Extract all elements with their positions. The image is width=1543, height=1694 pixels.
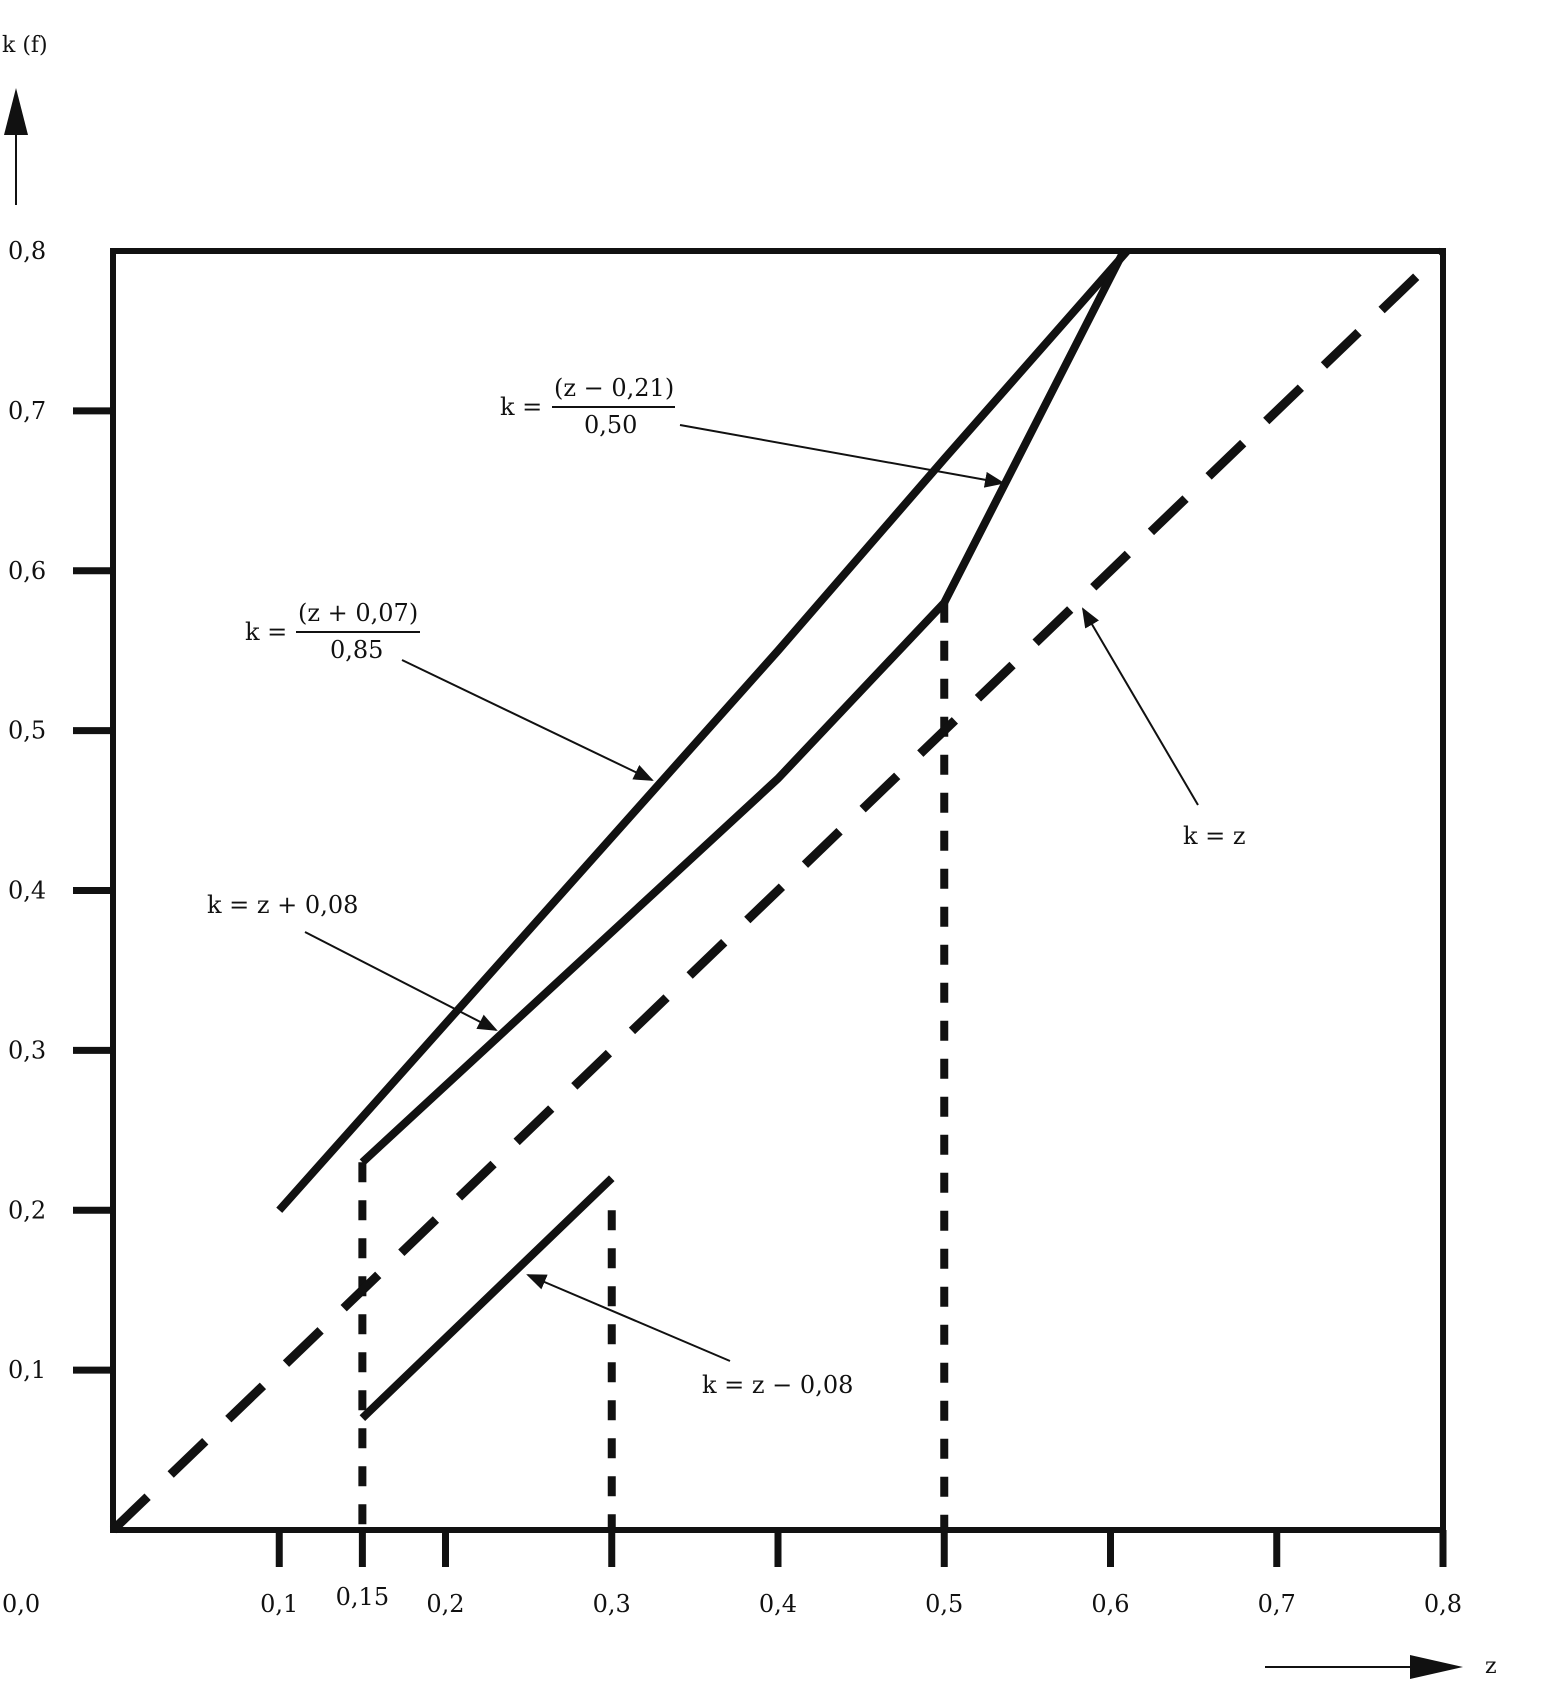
x-tick-label: 0,4 — [759, 1590, 797, 1618]
x-tick-label: 0,7 — [1258, 1590, 1296, 1618]
series-line-lower — [359, 1175, 615, 1421]
ann-k-z-plus-007-prefix: k = — [245, 618, 287, 646]
y-tick-label: 0,5 — [8, 717, 46, 745]
y-tick-label: 0,4 — [8, 877, 46, 905]
ann-k-z-minus-008-label: k = z − 0,08 — [702, 1371, 853, 1399]
y-tick-label: 0,8 — [8, 237, 46, 265]
ann-k-z-plus-007-denominator: 0,85 — [330, 636, 383, 664]
series-line-upper — [276, 248, 1131, 1213]
ann-k-z-arrow — [1081, 607, 1199, 806]
x-axis-title: z — [1485, 1654, 1497, 1679]
x-tick-label: 0,15 — [336, 1583, 389, 1611]
x-tick-label: 0,3 — [593, 1590, 631, 1618]
ann-k-z-minus-021-denominator: 0,50 — [584, 411, 637, 439]
ann-k-z-label: k = z — [1183, 822, 1246, 850]
x-tick-label: 0,5 — [925, 1590, 963, 1618]
x-tick-label: 0,2 — [426, 1590, 464, 1618]
y-axis-title: k (f) — [2, 33, 48, 58]
x-tick-label: 0,6 — [1091, 1590, 1129, 1618]
series-line-k-eq-z — [109, 247, 1447, 1534]
annotation-k-z-minus-021: k = (z − 0,21) 0,50 — [500, 374, 1005, 488]
y-tick-label: 0,2 — [8, 1196, 46, 1224]
ann-k-z-minus-021-numerator: (z − 0,21) — [554, 374, 674, 402]
y-tick-label: 0,3 — [8, 1036, 46, 1064]
x-tick-label: 0,1 — [260, 1590, 298, 1618]
y-tick-label: 0,6 — [8, 557, 46, 585]
x-axis-arrow-head — [1410, 1655, 1463, 1679]
origin-label: 0,0 — [2, 1590, 40, 1618]
y-axis-arrow-head — [4, 88, 28, 135]
annotation-k-z-minus-008: k = z − 0,08 — [526, 1274, 853, 1399]
ann-k-z-plus-008-label: k = z + 0,08 — [207, 891, 358, 919]
ann-k-z-plus-007-arrow — [401, 659, 654, 781]
ann-k-z-minus-008-arrow — [526, 1274, 731, 1362]
series-line-middle — [359, 249, 1128, 1166]
y-tick-label: 0,1 — [8, 1356, 46, 1384]
ann-k-z-plus-007-numerator: (z + 0,07) — [298, 599, 418, 627]
y-tick-label: 0,7 — [8, 397, 46, 425]
ann-k-z-minus-021-prefix: k = — [500, 393, 542, 421]
annotation-k-z-plus-007: k = (z + 0,07) 0,85 — [245, 599, 654, 781]
ann-k-z-plus-008-arrow — [304, 931, 498, 1031]
ann-k-z-minus-021-arrow — [679, 424, 1005, 488]
x-tick-label: 0,8 — [1424, 1590, 1462, 1618]
annotation-k-z: k = z — [1081, 607, 1246, 850]
annotation-k-z-plus-008: k = z + 0,08 — [207, 891, 498, 1031]
